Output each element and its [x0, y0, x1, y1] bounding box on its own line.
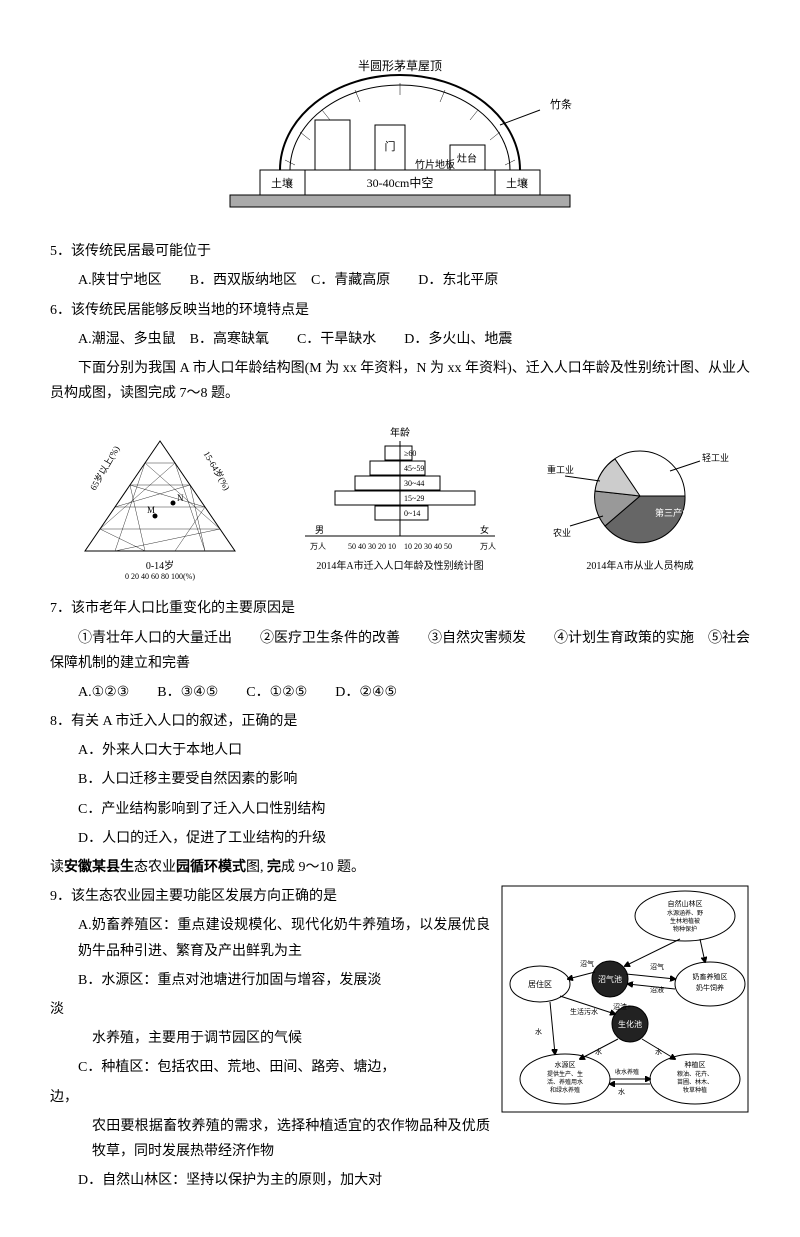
svg-text:居住区: 居住区: [528, 979, 552, 989]
q5-stem: 5．该传统民居最可能位于: [50, 239, 750, 264]
svg-text:水: 水: [595, 1047, 602, 1056]
q8-stem: 8．有关 A 市迁入人口的叙述，正确的是: [50, 709, 750, 734]
svg-text:沼气池: 沼气池: [598, 974, 622, 984]
svg-text:≥60: ≥60: [404, 449, 416, 458]
svg-text:沼气: 沼气: [580, 959, 594, 968]
q8-d: D．人口的迁入，促进了工业结构的升级: [78, 826, 750, 851]
svg-text:2014年A市迁入人口年龄及性别统计图: 2014年A市迁入人口年龄及性别统计图: [316, 559, 483, 572]
svg-text:年龄: 年龄: [390, 426, 410, 439]
svg-text:生化池: 生化池: [618, 1019, 642, 1029]
svg-text:重工业: 重工业: [547, 464, 574, 475]
svg-text:轻工业: 轻工业: [702, 452, 729, 463]
svg-text:女: 女: [480, 524, 489, 535]
svg-text:生活污水: 生活污水: [570, 1007, 598, 1016]
pyramid-chart: 年龄 ≥60 45~59 30~44 15~29 0~14 男 女 50 40 …: [285, 421, 515, 581]
pie-chart: 第三产业 轻工业 重工业 农业 2014年A市从业人员构成: [545, 421, 735, 581]
svg-text:自然山林区: 自然山林区: [668, 899, 703, 908]
svg-text:沼渣+: 沼渣+: [613, 1002, 631, 1011]
q7-stem: 7．该市老年人口比重变化的主要原因是: [50, 596, 750, 621]
svg-text:0~14: 0~14: [404, 509, 420, 518]
svg-text:第三产业: 第三产业: [655, 507, 691, 518]
house-diagram: 土壤 土壤 30-40cm中空 门 灶台 竹片地板 半圆形茅草屋顶 竹条: [50, 50, 750, 229]
svg-text:15~29: 15~29: [404, 494, 424, 503]
q7-options: A.①②③ B．③④⑤ C．①②⑤ D．②④⑤: [78, 680, 750, 705]
svg-text:M: M: [147, 505, 155, 515]
svg-text:生林地植被: 生林地植被: [670, 917, 700, 925]
svg-text:农业: 农业: [553, 527, 571, 538]
svg-text:万人: 万人: [480, 542, 496, 551]
q8-c: C．产业结构影响到了迁入人口性别结构: [78, 797, 750, 822]
svg-text:粮油、花卉、: 粮油、花卉、: [677, 1070, 713, 1078]
svg-text:65岁以上(%): 65岁以上(%): [87, 444, 121, 492]
svg-text:种植区: 种植区: [685, 1060, 706, 1069]
svg-text:水源涵养、野: 水源涵养、野: [667, 909, 703, 917]
ground: [230, 195, 570, 207]
svg-text:提供生产、生: 提供生产、生: [547, 1070, 583, 1078]
q6-stem: 6．该传统民居能够反映当地的环境特点是: [50, 298, 750, 323]
svg-text:0-14岁: 0-14岁: [146, 559, 174, 572]
eco-diagram: 自然山林区 水源涵养、野 生林地植被 物种保护 居住区 奶畜养殖区 奶牛饲养 沼…: [500, 884, 750, 1123]
floor-label: 竹片地板: [415, 158, 455, 171]
q5-options: A.陕甘宁地区 B．西双版纳地区 C．青藏高原 D．东北平原: [78, 268, 750, 293]
soil-right-label: 土壤: [506, 176, 528, 190]
q8-b: B．人口迁移主要受自然因素的影响: [78, 767, 750, 792]
svg-text:牧草种植: 牧草种植: [683, 1086, 707, 1094]
stove-label: 灶台: [457, 152, 477, 165]
q6-options: A.潮湿、多虫鼠 B．高寒缺氧 C．干旱缺水 D．多火山、地震: [78, 327, 750, 352]
gap-label: 30-40cm中空: [367, 175, 434, 190]
svg-text:万人: 万人: [310, 542, 326, 551]
q7-choices: ①青壮年人口的大量迁出 ②医疗卫生条件的改善 ③自然灾害频发 ④计划生育政策的实…: [50, 626, 750, 676]
svg-text:活、养殖用水: 活、养殖用水: [547, 1078, 583, 1086]
door-label: 门: [385, 139, 396, 153]
bamboo-label: 竹条: [550, 97, 572, 111]
svg-text:奶畜养殖区: 奶畜养殖区: [693, 972, 728, 981]
svg-text:和绿水养殖: 和绿水养殖: [550, 1086, 580, 1094]
svg-text:苗圃、林木、: 苗圃、林木、: [677, 1078, 713, 1086]
svg-text:0 20 40 60 80 100(%): 0 20 40 60 80 100(%): [125, 572, 195, 581]
svg-text:奶牛饲养: 奶牛饲养: [696, 983, 724, 992]
svg-text:沼气: 沼气: [650, 962, 664, 971]
svg-text:物种保护: 物种保护: [673, 925, 697, 933]
svg-text:水: 水: [618, 1087, 625, 1096]
q9-d: D．自然山林区：坚持以保护为主的原则，加大对: [78, 1168, 750, 1193]
intro-910: 读安徽某县生态农业园循环模式图, 完成 9～10 题。: [50, 855, 750, 880]
triangle-chart: M N 0-14岁 0 20 40 60 80 100(%) 65岁以上(%) …: [65, 421, 255, 581]
svg-text:水: 水: [535, 1027, 542, 1036]
svg-text:男: 男: [315, 525, 324, 535]
svg-text:45~59: 45~59: [404, 464, 424, 473]
svg-text:30~44: 30~44: [404, 479, 424, 488]
svg-text:水: 水: [655, 1047, 662, 1056]
svg-text:50 40 30 20 10 10 20 30 40 50: 50 40 30 20 10 10 20 30 40 50: [348, 542, 452, 551]
svg-text:沼液: 沼液: [650, 985, 664, 994]
svg-text:2014年A市从业人员构成: 2014年A市从业人员构成: [586, 559, 693, 572]
roof-label: 半圆形茅草屋顶: [358, 59, 442, 73]
q8-a: A．外来人口大于本地人口: [78, 738, 750, 763]
svg-text:15-64岁(%): 15-64岁(%): [202, 449, 233, 492]
svg-text:N: N: [177, 493, 184, 503]
charts-row: M N 0-14岁 0 20 40 60 80 100(%) 65岁以上(%) …: [50, 421, 750, 581]
soil-left-label: 土壤: [271, 176, 293, 190]
svg-text:收水养殖: 收水养殖: [615, 1068, 639, 1076]
svg-text:水源区: 水源区: [555, 1060, 576, 1069]
intro-78: 下面分别为我国 A 市人口年龄结构图(M 为 xx 年资料，N 为 xx 年资料…: [50, 356, 750, 406]
